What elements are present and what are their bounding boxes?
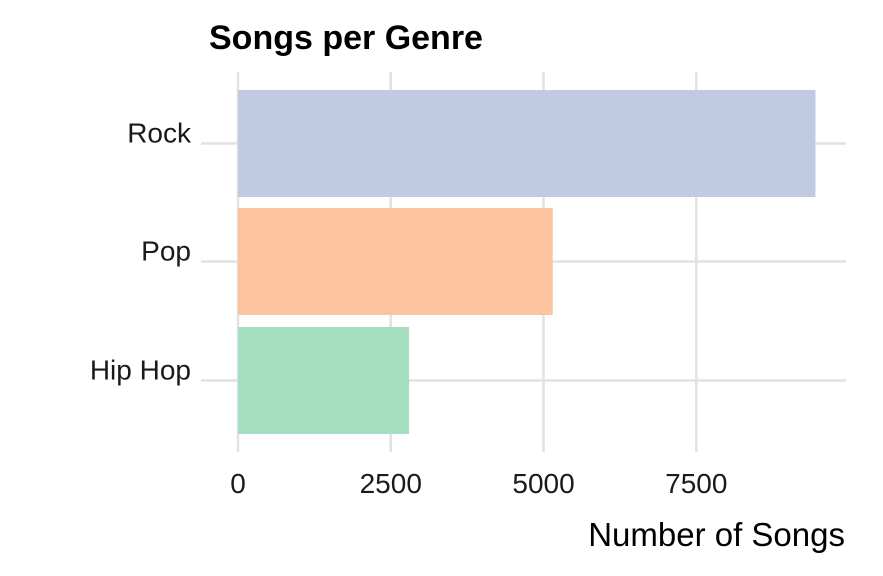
y-axis-tick-labels: Rock Pop Hip Hop <box>90 118 192 386</box>
y-tick-label: Rock <box>127 118 192 149</box>
bar-hip-hop <box>238 327 410 434</box>
y-tick-label: Hip Hop <box>90 355 191 386</box>
chart-title: Songs per Genre <box>209 19 483 57</box>
x-axis-tick-labels: 0 2500 5000 7500 <box>230 468 727 499</box>
x-tick-label: 7500 <box>665 468 727 499</box>
y-tick-label: Pop <box>141 236 191 267</box>
bar-rock <box>238 90 816 197</box>
x-tick-label: 2500 <box>360 468 422 499</box>
x-tick-label: 0 <box>230 468 246 499</box>
x-axis-title: Number of Songs <box>588 516 845 553</box>
bar-pop <box>238 208 553 315</box>
x-tick-label: 5000 <box>512 468 574 499</box>
bars <box>238 90 816 434</box>
